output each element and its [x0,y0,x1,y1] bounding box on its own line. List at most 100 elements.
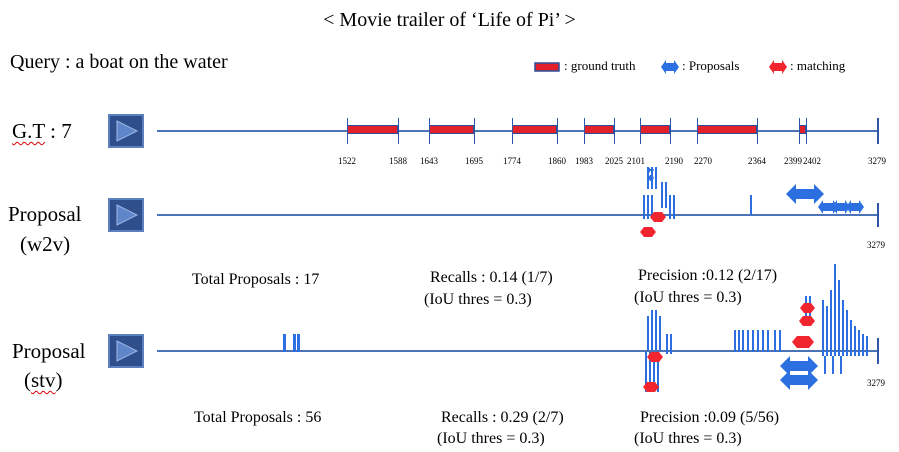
stv-proposal-mark [670,334,672,354]
gt-segment-boundary [583,118,585,144]
legend-ground-truth-label: : ground truth [564,58,636,73]
play-icon [116,204,139,226]
gt-segment-boundary [805,118,807,144]
gt-tick-label: 2364 [748,156,766,166]
w2v-proposal-mark [786,184,824,204]
gt-tick-label: 2399 [784,156,802,166]
w2v-proposal-mark [647,195,649,219]
stv-matching-mark [643,382,659,392]
stv-proposal-mark [854,326,856,356]
w2v-proposal-mark [846,200,864,214]
gt-tick-label: 1695 [465,156,483,166]
play-button-w2v[interactable] [108,198,144,232]
gt-segment-boundary [613,118,615,144]
query-prefix: Query : [10,51,76,73]
query-text: a boat on the water [75,51,228,73]
gt-tick-label: 2270 [694,156,712,166]
stv-proposal-mark [838,280,840,356]
stv-timeline-end-marker [877,338,879,364]
w2v-proposal-mark [643,195,645,219]
stv-proposal-mark [862,334,864,356]
stv-timeline-axis [157,350,879,352]
gt-segment-boundary [397,118,399,144]
w2v-precision-threshold: (IoU thres = 0.3) [634,289,742,306]
stv-proposal-mark [866,336,868,356]
gt-tick-label: 2190 [665,156,683,166]
stv-proposal-mark [747,330,749,352]
stv-proposal-mark [649,352,651,392]
w2v-proposal-mark [661,182,663,208]
matching-legend-swatch [769,60,787,74]
stv-matching-mark [792,336,814,348]
gt-tick-label: 2101 [627,156,645,166]
stv-proposal-mark [780,370,818,390]
gt-segment-boundary [473,118,475,144]
stv-row-label-line2: (stv) [24,368,63,392]
play-icon [116,340,139,362]
play-icon [116,120,139,142]
stv-proposal-mark [846,310,848,356]
stv-proposal-mark [742,330,744,352]
proposal-legend-swatch [661,60,679,74]
stv-proposal-mark [752,330,754,352]
stv-proposal-mark [283,334,286,352]
stv-proposal-mark [645,352,647,392]
stv-precision-threshold: (IoU thres = 0.3) [634,430,742,447]
stv-total-proposals: Total Proposals : 56 [194,409,322,426]
w2v-proposal-mark [647,167,649,189]
w2v-proposal-mark [818,200,838,214]
stv-proposal-mark [647,316,649,350]
stv-recalls: Recalls : 0.29 (2/7) [441,409,564,426]
gt-segment-boundary [696,118,698,144]
gt-row-label: G.T : 7 [12,121,72,142]
stv-proposal-mark [657,352,659,392]
stv-matching-mark [647,352,663,362]
stv-matching-mark [800,303,815,313]
gt-tick-label: 1774 [503,156,521,166]
gt-tick-label: 1588 [389,156,407,166]
gt-tick-label: 2025 [605,156,623,166]
stv-row-label-line1: Proposal [12,339,86,363]
gt-segment-boundary [346,118,348,144]
gt-segment-boundary [756,118,758,144]
stv-proposal-mark [293,334,296,352]
stv-proposal-mark [767,330,769,352]
w2v-timeline-axis [157,214,879,216]
gt-segment-boundary [556,118,558,144]
w2v-proposal-mark [750,195,752,215]
stv-proposal-mark [850,320,852,356]
stv-matching-mark [799,316,815,326]
stv-proposal-mark [840,356,842,374]
gt-tick-label: 1860 [548,156,566,166]
query-label: Query : a boat on the water [10,52,228,72]
play-button-stv[interactable] [108,334,144,368]
stv-proposal-mark [655,310,657,350]
legend-matching-label: : matching [790,58,846,73]
play-button-gt[interactable] [108,114,144,148]
stv-proposal-mark [832,356,834,374]
diagram-title: < Movie trailer of ‘Life of Pi’ > [323,9,576,31]
w2v-proposal-mark [655,167,657,189]
gt-tick-label: 1643 [420,156,438,166]
w2v-proposal-mark [673,195,675,219]
w2v-proposal-mark [651,167,653,189]
stv-proposal-mark [822,300,824,356]
gt-tick-label: 2402 [803,156,821,166]
gt-label-count: : 7 [44,119,72,143]
w2v-recalls: Recalls : 0.14 (1/7) [430,269,553,286]
w2v-proposal-mark [665,182,667,208]
ground-truth-legend-swatch [534,62,560,72]
w2v-matching-mark [640,227,656,237]
stv-proposal-mark [834,264,836,356]
w2v-row-label-line1: Proposal [8,202,82,226]
stv-proposal-mark [858,330,860,356]
stv-proposal-mark [824,356,826,374]
w2v-proposal-mark [832,200,850,214]
gt-tick-label: 3279 [868,156,886,166]
gt-segment-boundary [639,118,641,144]
w2v-end-tick-label: 3279 [867,240,885,250]
stv-proposal-mark [666,334,668,354]
